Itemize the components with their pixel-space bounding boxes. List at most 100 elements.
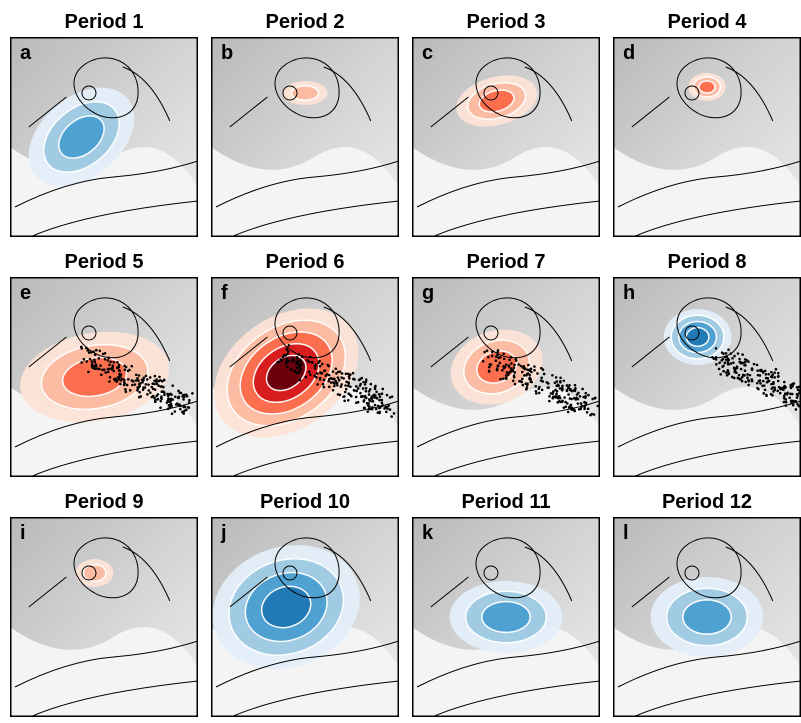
earthquake	[335, 367, 338, 370]
earthquake	[726, 374, 729, 377]
earthquake	[338, 379, 341, 382]
earthquake	[579, 395, 582, 398]
panel-title: Period 9	[65, 491, 144, 513]
earthquake	[505, 377, 508, 380]
earthquake	[762, 392, 765, 395]
earthquake	[722, 370, 725, 373]
earthquake	[776, 390, 779, 393]
earthquake	[510, 362, 513, 365]
earthquake	[538, 392, 541, 395]
earthquake	[389, 408, 392, 411]
earthquake	[170, 405, 173, 408]
earthquake	[113, 370, 116, 373]
earthquake	[796, 393, 799, 396]
earthquake	[589, 414, 592, 417]
earthquake	[153, 397, 156, 400]
earthquake	[482, 360, 485, 363]
earthquake	[160, 390, 163, 393]
earthquake	[370, 383, 373, 386]
earthquake	[135, 379, 138, 382]
earthquake	[540, 377, 543, 380]
map-content	[412, 37, 600, 237]
earthquake	[751, 367, 754, 370]
earthquake	[364, 395, 367, 398]
earthquake	[746, 359, 749, 362]
earthquake	[93, 365, 96, 368]
earthquake	[490, 363, 493, 366]
earthquake	[308, 361, 311, 364]
earthquake	[497, 349, 500, 352]
earthquake	[795, 408, 798, 411]
earthquake	[111, 366, 114, 369]
earthquake	[594, 397, 597, 400]
earthquake	[513, 366, 516, 369]
earthquake	[790, 387, 793, 390]
earthquake	[497, 357, 500, 360]
map-content	[10, 277, 198, 477]
earthquake	[528, 376, 531, 379]
earthquake	[349, 373, 352, 376]
earthquake	[311, 361, 314, 364]
earthquake	[316, 372, 319, 375]
earthquake	[720, 359, 723, 362]
earthquake	[497, 365, 500, 368]
panel-letter: g	[422, 282, 434, 304]
earthquake	[496, 367, 499, 370]
earthquake	[732, 361, 735, 364]
earthquake	[378, 412, 381, 415]
earthquake	[788, 396, 791, 399]
deformation-contour	[482, 602, 530, 633]
earthquake	[378, 393, 381, 396]
earthquake	[768, 380, 771, 383]
earthquake	[100, 374, 103, 377]
earthquake	[756, 382, 759, 385]
earthquake	[359, 384, 362, 387]
earthquake	[125, 366, 128, 369]
earthquake	[157, 393, 160, 396]
earthquake	[759, 379, 762, 382]
panel-letter: l	[623, 522, 629, 544]
earthquake	[522, 384, 525, 387]
earthquake	[547, 386, 550, 389]
earthquake	[80, 361, 83, 364]
earthquake	[521, 371, 524, 374]
earthquake	[739, 378, 742, 381]
panel-title: Period 3	[467, 11, 546, 33]
earthquake	[309, 373, 312, 376]
earthquake	[332, 389, 335, 392]
earthquake	[332, 370, 335, 373]
earthquake	[757, 374, 760, 377]
earthquake	[510, 367, 513, 370]
earthquake	[342, 395, 345, 398]
earthquake	[126, 384, 129, 387]
earthquake	[574, 388, 577, 391]
panel-title: Period 7	[467, 251, 546, 273]
earthquake	[327, 365, 330, 368]
earthquake	[384, 405, 387, 408]
earthquake	[167, 400, 170, 403]
earthquake	[777, 380, 780, 383]
earthquake	[111, 368, 114, 371]
earthquake	[153, 379, 156, 382]
earthquake	[483, 351, 486, 354]
earthquake	[587, 408, 590, 411]
earthquake	[378, 399, 381, 402]
earthquake	[743, 374, 746, 377]
earthquake	[108, 364, 111, 367]
earthquake	[725, 371, 728, 374]
panel-letter: i	[20, 522, 26, 544]
map-panel: f	[189, 277, 399, 477]
earthquake	[156, 383, 159, 386]
earthquake	[767, 373, 770, 376]
earthquake	[163, 379, 166, 382]
earthquake	[109, 376, 112, 379]
earthquake	[342, 377, 345, 380]
earthquake	[285, 348, 288, 351]
earthquake	[379, 395, 382, 398]
earthquake	[583, 401, 586, 404]
earthquake	[305, 376, 308, 379]
earthquake	[357, 387, 360, 390]
earthquake	[134, 383, 137, 386]
panel-title: Period 10	[260, 491, 350, 513]
earthquake	[341, 372, 344, 375]
